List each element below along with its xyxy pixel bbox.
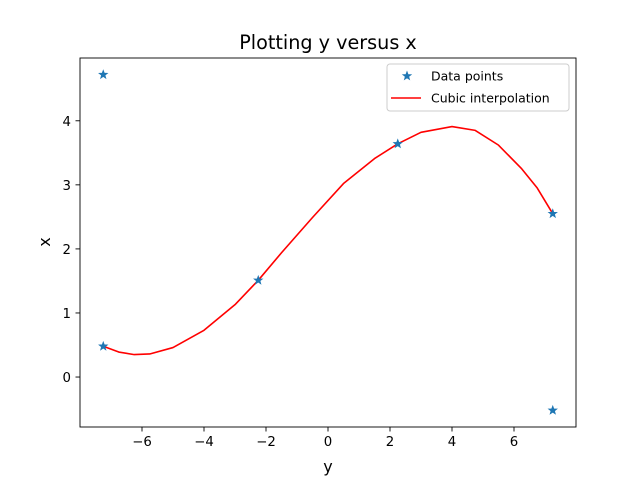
- x-tick-label: 0: [324, 435, 332, 450]
- x-axis: −6 −4 −2 0 2 4 6: [132, 427, 518, 450]
- x-axis-label: y: [323, 457, 332, 476]
- y-axis: 0 1 2 3 4: [63, 115, 80, 386]
- data-point-marker: [547, 208, 558, 219]
- y-tick-label: 4: [63, 115, 71, 130]
- x-tick-label: −2: [256, 435, 276, 450]
- data-point-marker: [392, 138, 403, 149]
- y-tick-label: 0: [63, 371, 71, 386]
- x-tick-label: −4: [194, 435, 214, 450]
- y-tick-label: 1: [63, 307, 71, 322]
- data-point-marker: [253, 274, 264, 285]
- chart-title: Plotting y versus x: [239, 31, 417, 54]
- legend-label: Cubic interpolation: [431, 91, 550, 106]
- data-point-marker: [98, 340, 109, 351]
- legend: Data points Cubic interpolation: [386, 63, 570, 112]
- legend-label: Data points: [431, 69, 503, 84]
- series-line-cubic-interpolation: [102, 125, 554, 356]
- x-tick-label: −6: [132, 435, 152, 450]
- y-axis-label: x: [35, 237, 54, 246]
- x-tick-label: 4: [448, 435, 456, 450]
- x-tick-label: 6: [510, 435, 518, 450]
- data-point-marker: [98, 69, 109, 80]
- y-tick-label: 3: [63, 179, 71, 194]
- y-tick-label: 2: [63, 243, 71, 258]
- legend-box: [386, 63, 570, 112]
- x-tick-label: 2: [386, 435, 394, 450]
- legend-marker-data-points: [401, 70, 413, 81]
- data-point-marker: [547, 404, 558, 415]
